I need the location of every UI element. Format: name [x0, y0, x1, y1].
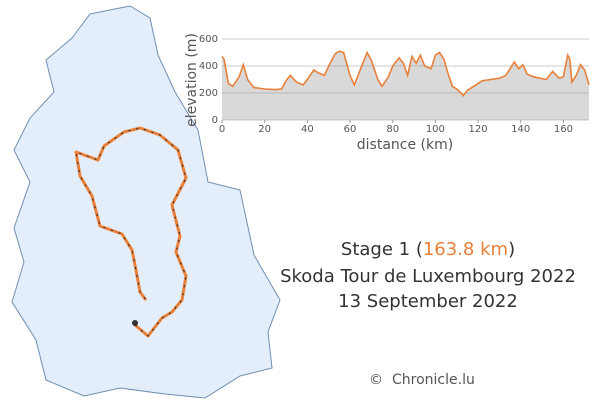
x-axis-label: distance (km) [357, 137, 453, 153]
x-tick-label: 60 [344, 124, 357, 135]
x-tick-label: 140 [511, 124, 530, 135]
x-tick-label: 40 [301, 124, 314, 135]
y-tick-label: 400 [199, 61, 218, 72]
stage-suffix: ) [508, 239, 515, 260]
x-tick-label: 100 [426, 124, 445, 135]
x-tick-label: 0 [219, 124, 225, 135]
stage-distance: 163.8 km [423, 239, 508, 260]
x-tick-label: 80 [386, 124, 399, 135]
credit-symbol: © [369, 372, 383, 388]
elevation-line [221, 50, 590, 97]
race-date: 13 September 2022 [338, 291, 518, 312]
route [74, 126, 188, 338]
start-marker [132, 320, 138, 326]
stage-title: Stage 1 (163.8 km) [341, 239, 515, 260]
x-tick-label: 120 [468, 124, 487, 135]
x-tick-label: 20 [258, 124, 271, 135]
elevation-profile: 0 200 400 600 0 20 40 60 80 100 120 140 160 [199, 34, 590, 135]
credit-source: Chronicle.lu [392, 372, 475, 388]
stage-prefix: Stage 1 ( [341, 239, 423, 260]
y-axis-label: elevation (m) [184, 33, 200, 127]
race-name: Skoda Tour de Luxembourg 2022 [280, 266, 576, 287]
y-tick-label: 200 [199, 88, 218, 99]
x-tick-label: 160 [554, 124, 573, 135]
y-tick-label: 600 [199, 34, 218, 45]
area-fill [222, 51, 589, 121]
y-tick-label: 0 [212, 115, 218, 126]
country-map [11, 5, 281, 399]
